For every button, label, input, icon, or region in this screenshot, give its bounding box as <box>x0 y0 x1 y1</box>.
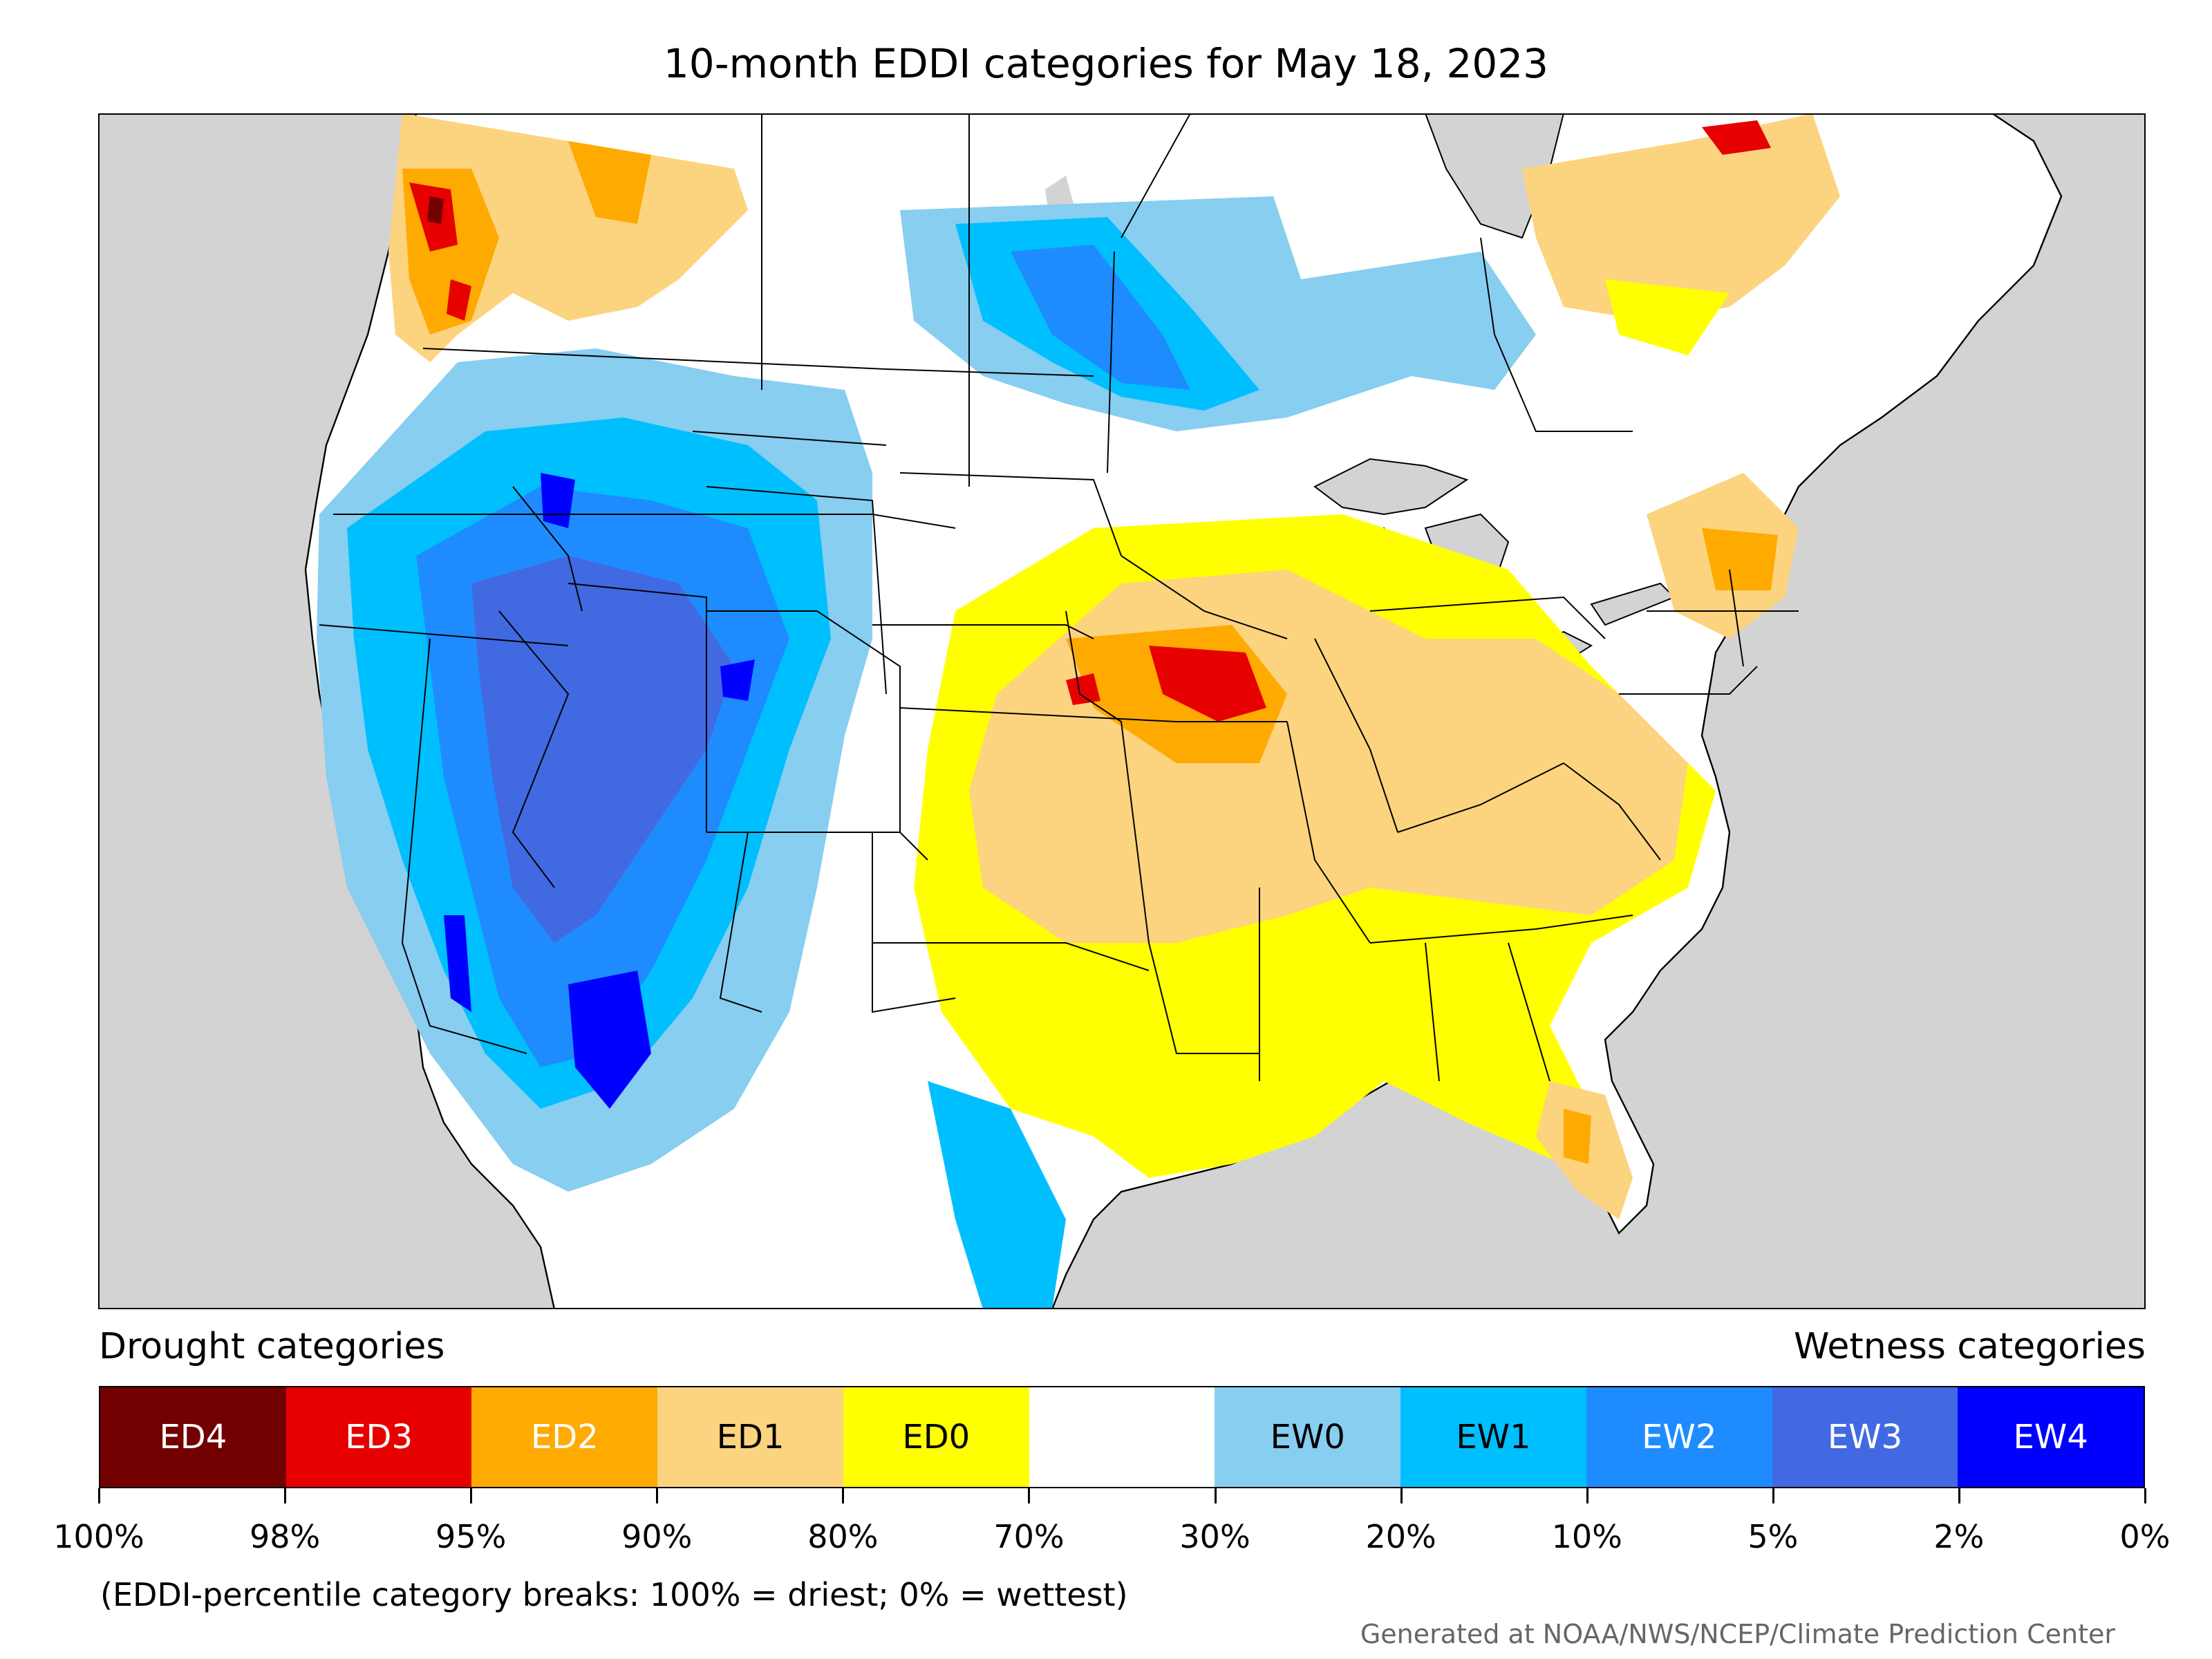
percentile-note: (EDDI-percentile category breaks: 100% =… <box>100 1576 1128 1613</box>
patch-ed4-pnw <box>427 196 444 224</box>
patch-ed1-quebec <box>1522 113 1840 321</box>
colorbar-cell-normal <box>1029 1387 1215 1487</box>
colorbar-tick-label: 2% <box>1933 1518 1985 1555</box>
colorbar-cell-ew4: EW4 <box>1958 1387 2144 1487</box>
colorbar-tick-label: 100% <box>53 1518 144 1555</box>
colorbar-tick <box>1772 1488 1774 1503</box>
patch-ew4-arizona <box>444 473 755 1109</box>
patch-ed2-bc <box>568 141 651 224</box>
colorbar-tick <box>2144 1488 2146 1503</box>
colorbar-tick <box>1586 1488 1588 1503</box>
colorbar-cell-ed3: ED3 <box>285 1387 472 1487</box>
colorbar-cell-ed0: ED0 <box>843 1387 1029 1487</box>
colorbar-tick <box>98 1488 100 1503</box>
patch-ed3-iowa <box>1066 646 1266 722</box>
colorbar-ticks <box>98 1488 2146 1509</box>
patch-ed2-northeast <box>1702 528 1778 590</box>
colorbar-tick-label: 90% <box>621 1518 693 1555</box>
state-borders <box>319 113 1799 1082</box>
patch-ew2-manitoba <box>1011 245 1190 390</box>
colorbar-cell-ew2: EW2 <box>1586 1387 1772 1487</box>
wetness-categories-label: Wetness categories <box>1794 1326 2146 1367</box>
colorbar-tick-label: 10% <box>1551 1518 1622 1555</box>
patch-ed2-florida <box>1564 1109 1591 1164</box>
colorbar-tick-label: 30% <box>1179 1518 1250 1555</box>
colorbar: ED4 ED3 ED2 ED1 ED0 EW0 EW1 EW2 EW3 EW4 <box>99 1386 2145 1488</box>
map-title: 10-month EDDI categories for May 18, 202… <box>663 40 1549 87</box>
colorbar-cell-ew0: EW0 <box>1215 1387 1401 1487</box>
colorbar-tick-label: 95% <box>435 1518 507 1555</box>
colorbar-tick <box>1028 1488 1031 1503</box>
patch-ed3-quebec <box>1702 120 1771 155</box>
drought-categories-label: Drought categories <box>99 1326 445 1367</box>
colorbar-tick <box>470 1488 473 1503</box>
colorbar-cell-ew3: EW3 <box>1772 1387 1958 1487</box>
colorbar-tick <box>284 1488 287 1503</box>
category-patches <box>317 113 1840 1309</box>
credit-line: Generated at NOAA/NWS/NCEP/Climate Predi… <box>1360 1619 2115 1649</box>
colorbar-cell-ew1: EW1 <box>1400 1387 1586 1487</box>
hudson-bay <box>1424 113 1565 239</box>
colorbar-tick <box>842 1488 845 1503</box>
colorbar-cell-ed2: ED2 <box>471 1387 658 1487</box>
colorbar-cell-ed1: ED1 <box>657 1387 843 1487</box>
colorbar-tick-label: 98% <box>249 1518 321 1555</box>
colorbar-tick-label: 20% <box>1365 1518 1436 1555</box>
colorbar-tick <box>656 1488 659 1503</box>
patch-ew3-west <box>471 556 734 943</box>
patch-ed0-quebec <box>1605 279 1730 355</box>
patch-ed3-pnw <box>409 182 471 321</box>
colorbar-cell-ed4: ED4 <box>100 1387 286 1487</box>
colorbar-tick-label: 5% <box>1747 1518 1799 1555</box>
eddi-map <box>98 113 2146 1309</box>
colorbar-tick <box>1214 1488 1217 1503</box>
colorbar-tick-label: 0% <box>2119 1518 2171 1555</box>
colorbar-tick <box>1400 1488 1403 1503</box>
colorbar-tick-label: 80% <box>807 1518 879 1555</box>
patch-ew1-texas <box>928 1081 1066 1309</box>
colorbar-tick <box>1958 1488 1960 1503</box>
colorbar-tick-label: 70% <box>993 1518 1065 1555</box>
